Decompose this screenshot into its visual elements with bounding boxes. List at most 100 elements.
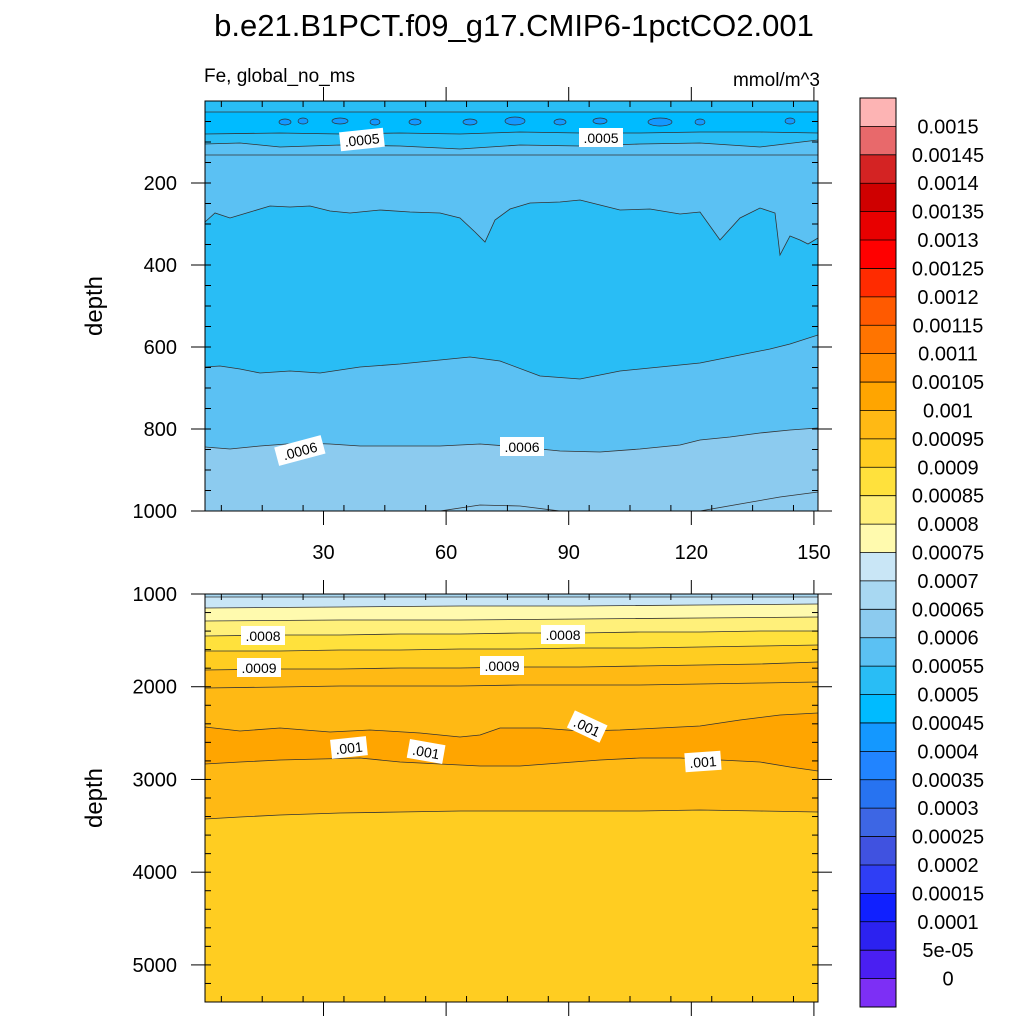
colorbar-swatch — [860, 779, 896, 809]
colorbar-label: 5e-05 — [922, 940, 973, 962]
colorbar-swatch — [860, 325, 896, 355]
top-y-axis-label: depth — [81, 276, 108, 336]
figure-title: b.e21.B1PCT.f09_g17.CMIP6-1pctCO2.001 — [214, 8, 814, 43]
top-y-tick-label: 1000 — [133, 501, 178, 523]
bottom-band-light1 — [205, 594, 818, 597]
colorbar-label: 0.0012 — [917, 287, 978, 309]
colorbar-label: 0.00065 — [912, 599, 984, 621]
contour-label-text: .0005 — [344, 130, 381, 150]
contour-label-text: .001 — [335, 739, 364, 758]
bottom-panel: .0008 .0008 .0009 .0009 .001 .001 .001 — [81, 580, 832, 1016]
contour-label-text: .0005 — [583, 130, 618, 146]
colorbar-swatch — [860, 126, 896, 156]
variable-label: Fe, global_no_ms — [204, 66, 355, 87]
colorbar-label: 0.0006 — [917, 628, 978, 650]
bottom-contour-label: .001 — [684, 750, 722, 773]
bottom-y-tick-label: 2000 — [133, 677, 178, 699]
bottom-x-ticks — [220, 580, 815, 1016]
bottom-y-tick-label: 4000 — [133, 862, 178, 884]
colorbar-swatch — [860, 382, 896, 411]
colorbar-label: 0.00055 — [912, 656, 984, 678]
colorbar-swatch — [860, 978, 896, 1008]
colorbar-swatch — [860, 296, 896, 326]
colorbar-label: 0.00075 — [912, 543, 984, 565]
colorbar-label: 0.0005 — [917, 685, 978, 707]
bottom-contour-lines — [205, 596, 818, 820]
top-band-core — [205, 200, 818, 379]
top-y-ticks: 200 400 600 800 1000 — [133, 100, 832, 523]
colorbar-label: 0.00125 — [912, 258, 984, 280]
top-y-tick-label: 600 — [144, 337, 177, 359]
colorbar-swatch — [860, 495, 896, 525]
colorbar-swatch — [860, 552, 896, 582]
colorbar-swatch — [860, 154, 896, 184]
colorbar-swatch — [860, 808, 896, 838]
top-panel: .0005 .0005 .0006 .0006 depth 2004006008… — [81, 87, 832, 564]
colorbar-label: 0.00115 — [913, 315, 984, 337]
colorbar-label: 0.0009 — [917, 457, 978, 479]
contour-label-text: .0008 — [245, 628, 280, 644]
colorbar-swatch — [860, 524, 896, 553]
colorbar-label: 0.00035 — [912, 770, 984, 792]
colorbar-frame — [859, 97, 897, 1008]
colorbar-label: 0.0014 — [917, 173, 978, 195]
bottom-contour-label: .0008 — [541, 625, 585, 644]
colorbar-swatch — [860, 637, 896, 667]
colorbar-label: 0.00135 — [912, 202, 984, 224]
colorbar-swatch — [860, 751, 896, 781]
colorbar-swatch — [860, 609, 896, 639]
bottom-contour-label: .0009 — [237, 658, 281, 677]
colorbar-label: 0.0002 — [917, 855, 978, 877]
top-x-ticks: 30 60 90 120 150 — [220, 87, 831, 564]
contour-label-text: .0006 — [504, 439, 539, 455]
contour-label-text: .0009 — [484, 658, 519, 674]
colorbar-label: 0 — [942, 969, 953, 991]
colorbar-label: 0.0011 — [918, 344, 978, 366]
colorbar-label: 0.0004 — [917, 741, 978, 763]
bottom-contour-label: .0009 — [480, 656, 524, 675]
top-x-tick-label: 30 — [312, 542, 334, 564]
top-contour-label: .0005 — [579, 128, 623, 147]
colorbar-swatch — [860, 864, 896, 894]
colorbar-label: 0.00045 — [912, 713, 984, 735]
bottom-contour-label: .0008 — [241, 626, 285, 645]
colorbar-swatch — [860, 950, 896, 980]
colorbar-swatch — [860, 836, 896, 866]
colorbar-swatch — [860, 921, 896, 951]
top-y-tick-label: 200 — [144, 173, 177, 195]
colorbar-swatch — [860, 410, 896, 440]
colorbar-label: 0.0008 — [917, 514, 978, 536]
colorbar: 0.0015 0.00145 0.0014 0.00135 0.0013 0.00125 0… — [859, 97, 984, 1008]
top-contour-label: .0005 — [339, 127, 385, 152]
top-x-tick-label: 90 — [558, 542, 580, 564]
colorbar-swatch — [860, 580, 896, 610]
colorbar-swatch — [860, 268, 896, 298]
colorbar-label: 0.0015 — [917, 116, 978, 138]
top-y-tick-label: 800 — [144, 419, 177, 441]
colorbar-swatch — [860, 893, 896, 923]
top-x-tick-label: 60 — [435, 542, 457, 564]
colorbar-swatch — [860, 666, 896, 696]
colorbar-label: 0.001 — [923, 400, 973, 422]
colorbar-swatch — [860, 98, 896, 127]
colorbar-swatch — [860, 353, 896, 383]
bottom-band-dark-orange — [205, 713, 818, 771]
bottom-contour-label: .001 — [406, 739, 446, 764]
bottom-y-tick-label: 3000 — [133, 769, 178, 791]
colorbar-swatch — [860, 438, 896, 468]
top-contour-label: .0006 — [500, 437, 544, 456]
colorbar-label: 0.00085 — [912, 486, 984, 508]
contour-label-text: .0009 — [241, 660, 276, 676]
bottom-band-light2 — [205, 594, 818, 608]
colorbar-label: 0.0007 — [917, 571, 978, 593]
contour-label-text: .001 — [689, 753, 718, 771]
bottom-y-axis-label: depth — [81, 768, 108, 828]
contour-label-text: .001 — [411, 742, 441, 763]
bottom-y-ticks: 1000 2000 3000 4000 5000 — [133, 584, 832, 1003]
top-x-tick-label: 150 — [797, 542, 830, 564]
surface-minimum-blobs — [278, 116, 796, 127]
colorbar-label: 0.00015 — [912, 883, 984, 905]
bottom-contour-label: .001 — [330, 736, 368, 759]
units-label: mmol/m^3 — [733, 70, 820, 91]
